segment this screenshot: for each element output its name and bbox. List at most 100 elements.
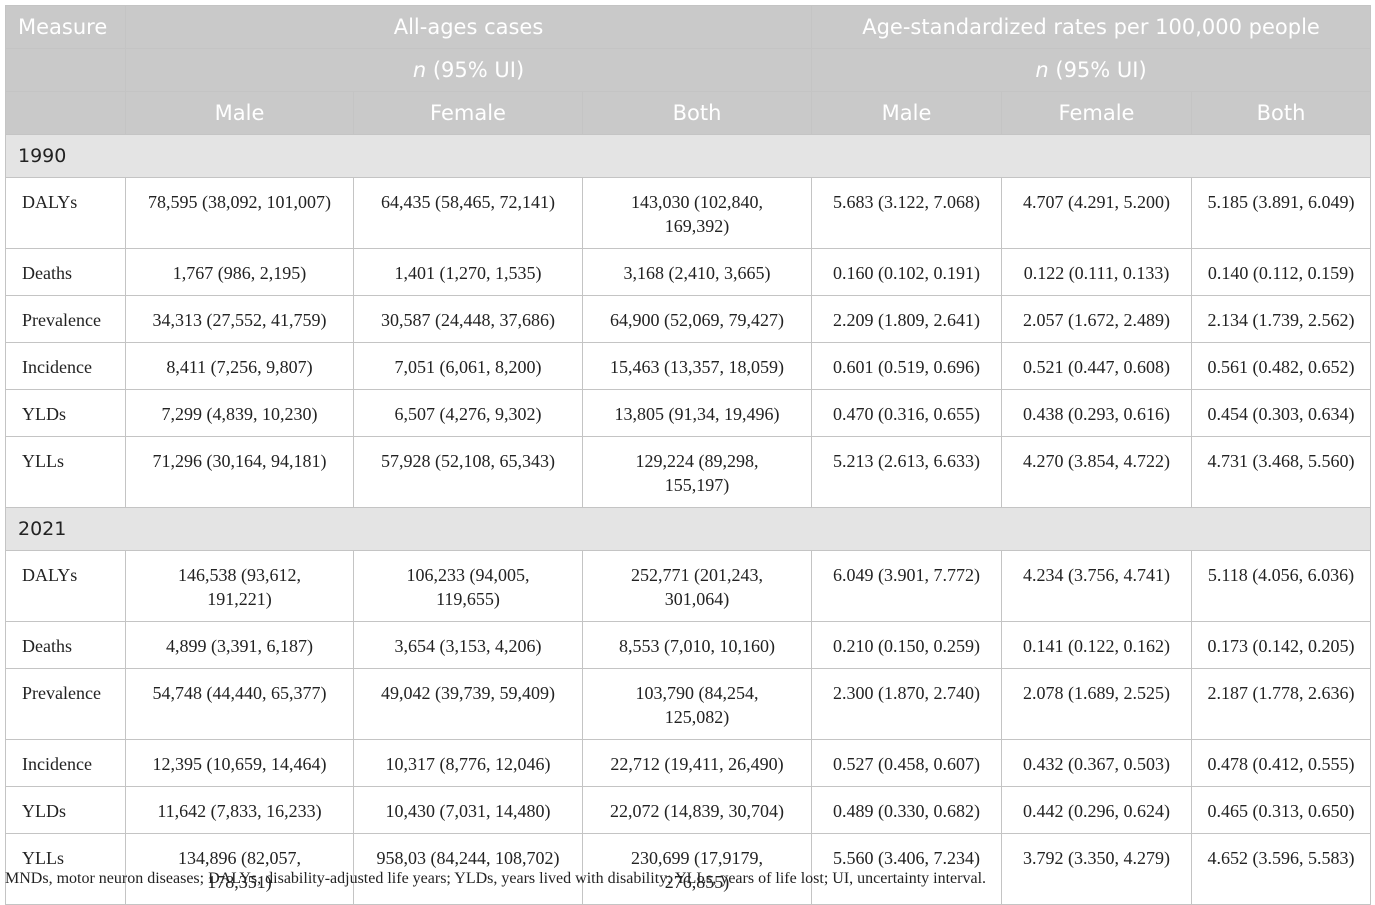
value-cell: 54,748 (44,440, 65,377) [125, 668, 354, 740]
value-cell: 0.478 (0.412, 0.555) [1191, 739, 1372, 787]
cell-text: 3,168 (2,410, 3,665) [623, 263, 771, 283]
value-cell: 1,767 (986, 2,195) [125, 248, 354, 296]
value-cell: 230,699 (17,9179, 276,855) [581, 833, 813, 905]
cell-text: 1,767 (986, 2,195) [172, 263, 307, 283]
value-cell: 71,296 (30,164, 94,181) [125, 436, 354, 508]
cell-text: YLDs [22, 801, 66, 821]
column-header: Male [811, 91, 1003, 135]
value-cell: 15,463 (13,357, 18,059) [581, 342, 813, 390]
cell-text: 71,296 (30,164, 94,181) [152, 451, 327, 471]
value-cell: 4.731 (3.468, 5.560) [1191, 436, 1372, 508]
cell-text: 4.270 (3.854, 4.722) [1023, 451, 1171, 471]
value-cell: 4.270 (3.854, 4.722) [1001, 436, 1193, 508]
cell-text: 22,072 (14,839, 30,704) [610, 801, 784, 821]
cell-text: 11,642 (7,833, 16,233) [157, 801, 322, 821]
cell-text: 958,03 (84,244, 108,702) [376, 848, 560, 868]
value-cell: 13,805 (91,34, 19,496) [581, 389, 813, 437]
value-cell: 3,654 (3,153, 4,206) [353, 621, 583, 669]
cell-text: Prevalence [22, 683, 101, 703]
value-cell: 10,430 (7,031, 14,480) [353, 786, 583, 834]
cell-text: YLLs [22, 451, 64, 471]
cell-text: 8,553 (7,010, 10,160) [619, 636, 775, 656]
value-cell: 22,072 (14,839, 30,704) [581, 786, 813, 834]
data-row: DALYs 78,595 (38,092, 101,007) 64,435 (58,… [5, 177, 1372, 249]
cell-text: 15,463 (13,357, 18,059) [610, 357, 784, 377]
value-cell: 64,435 (58,465, 72,141) [353, 177, 583, 249]
cell-text: Deaths [22, 263, 72, 283]
cell-text: 5.118 (4.056, 6.036) [1207, 565, 1355, 585]
measure-cell: DALYs [5, 177, 126, 249]
cell-text: 0.454 (0.303, 0.634) [1207, 404, 1355, 424]
cell-text: 0.489 (0.330, 0.682) [833, 801, 981, 821]
value-cell: 106,233 (94,005, 119,655) [353, 550, 583, 622]
value-cell: 4.707 (4.291, 5.200) [1001, 177, 1193, 249]
value-cell: 0.432 (0.367, 0.503) [1001, 739, 1193, 787]
measure-cell: Incidence [5, 342, 126, 390]
header-row: Measure All-ages cases Age-standardized ra… [5, 5, 1372, 49]
data-row: Prevalence 54,748 (44,440, 65,377) 49,042 … [5, 668, 1372, 740]
data-row: Prevalence 34,313 (27,552, 41,759) 30,587 … [5, 295, 1372, 343]
data-row: YLDs 7,299 (4,839, 10,230) 6,507 (4,276, 9… [5, 389, 1372, 437]
measure-cell: DALYs [5, 550, 126, 622]
cell-text: 0.561 (0.482, 0.652) [1207, 357, 1355, 377]
cell-text: 10,430 (7,031, 14,480) [385, 801, 551, 821]
cell-text: 3,654 (3,153, 4,206) [394, 636, 542, 656]
value-cell: 8,411 (7,256, 9,807) [125, 342, 354, 390]
measure-cell: YLLs [5, 833, 126, 905]
value-cell: 8,553 (7,010, 10,160) [581, 621, 813, 669]
value-cell: 5.683 (3.122, 7.068) [811, 177, 1003, 249]
cell-text: 0.442 (0.296, 0.624) [1023, 801, 1171, 821]
cell-text: Deaths [22, 636, 72, 656]
section-row: 2021 [4, 507, 1372, 551]
cell-text: 2.300 (1.870, 2.740) [833, 683, 981, 703]
value-cell: 12,395 (10,659, 14,464) [125, 739, 354, 787]
cell-text: YLLs [22, 848, 64, 868]
cell-text: 0.141 (0.122, 0.162) [1023, 636, 1171, 656]
cell-text: 57,928 (52,108, 65,343) [381, 451, 555, 471]
value-cell: 0.454 (0.303, 0.634) [1191, 389, 1372, 437]
value-cell: 0.465 (0.313, 0.650) [1191, 786, 1372, 834]
cell-text: 22,712 (19,411, 26,490) [610, 754, 784, 774]
measure-cell: Deaths [5, 248, 126, 296]
cell-text: 2.057 (1.672, 2.489) [1023, 310, 1171, 330]
unit-variable: n [412, 58, 427, 82]
cell-text: 4.731 (3.468, 5.560) [1207, 451, 1355, 471]
cell-text: 146,538 (93,612, 191,221) [178, 565, 301, 609]
cell-text: 103,790 (84,254, 125,082) [635, 683, 759, 727]
value-cell: 78,595 (38,092, 101,007) [125, 177, 354, 249]
value-cell: 0.527 (0.458, 0.607) [811, 739, 1003, 787]
cell-text: 134,896 (82,057, 178,351) [178, 848, 301, 892]
cell-text: 0.601 (0.519, 0.696) [833, 357, 981, 377]
value-cell: 5.560 (3.406, 7.234) [811, 833, 1003, 905]
section-label: 1990 [4, 134, 1372, 178]
cell-text: 4.652 (3.596, 5.583) [1207, 848, 1355, 868]
value-cell: 7,299 (4,839, 10,230) [125, 389, 354, 437]
value-cell: 143,030 (102,840, 169,392) [581, 177, 813, 249]
cell-text: 30,587 (24,448, 37,686) [381, 310, 555, 330]
cell-text: Incidence [22, 357, 92, 377]
measure-cell: Prevalence [5, 295, 126, 343]
cell-text: 7,051 (6,061, 8,200) [394, 357, 542, 377]
cell-text: 2.134 (1.739, 2.562) [1207, 310, 1355, 330]
value-cell: 2.057 (1.672, 2.489) [1001, 295, 1193, 343]
cell-text: 0.160 (0.102, 0.191) [833, 263, 981, 283]
header-row: Male Female Both Male Female Both [5, 91, 1372, 135]
cell-text: 49,042 (39,739, 59,409) [381, 683, 555, 703]
value-cell: 958,03 (84,244, 108,702) [353, 833, 583, 905]
cell-text: 5.560 (3.406, 7.234) [833, 848, 981, 868]
unit-variable: n [1035, 58, 1049, 82]
table-body: 1990 DALYs 78,595 (38,092, 101,007) 64,435 … [4, 134, 1372, 905]
cell-text: 64,900 (52,069, 79,427) [610, 310, 784, 330]
cell-text: 0.470 (0.316, 0.655) [833, 404, 981, 424]
cell-text: 10,317 (8,776, 12,046) [385, 754, 551, 774]
cell-text: DALYs [22, 192, 78, 212]
cell-text: 0.438 (0.293, 0.616) [1023, 404, 1171, 424]
value-cell: 0.521 (0.447, 0.608) [1001, 342, 1193, 390]
section-row: 1990 [4, 134, 1372, 178]
value-cell: 129,224 (89,298, 155,197) [581, 436, 813, 508]
unit-text: (95% UI) [432, 58, 525, 82]
cell-text: 1,401 (1,270, 1,535) [394, 263, 542, 283]
value-cell: 0.470 (0.316, 0.655) [811, 389, 1003, 437]
cell-text: 0.210 (0.150, 0.259) [833, 636, 981, 656]
